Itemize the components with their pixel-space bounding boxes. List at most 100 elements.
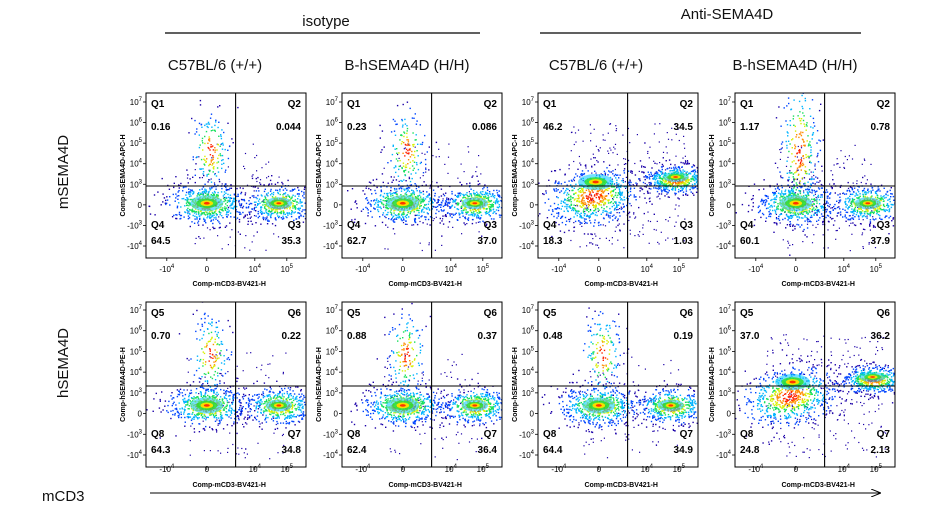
density-dot xyxy=(211,159,213,161)
density-dot xyxy=(776,207,778,210)
density-dot xyxy=(479,192,482,194)
density-dot xyxy=(800,211,803,213)
density-dot xyxy=(219,145,221,147)
sparse-dot xyxy=(825,202,827,204)
density-dot xyxy=(607,216,610,218)
density-dot xyxy=(171,216,174,218)
density-dot xyxy=(388,218,390,220)
density-dot xyxy=(303,193,305,195)
sparse-dot xyxy=(655,229,657,231)
density-dot xyxy=(806,172,808,175)
density-dot xyxy=(418,214,420,217)
density-dot xyxy=(580,202,583,205)
density-dot xyxy=(418,198,420,200)
density-dot xyxy=(203,163,205,165)
density-dot xyxy=(206,125,208,128)
density-dot xyxy=(439,204,441,206)
density-dot xyxy=(367,202,369,205)
density-dot xyxy=(744,173,745,174)
sparse-dot xyxy=(278,176,280,178)
sparse-dot xyxy=(684,155,686,157)
density-dot xyxy=(593,210,595,212)
density-dot xyxy=(407,163,409,165)
density-dot xyxy=(379,216,381,218)
density-dot xyxy=(247,220,250,223)
sparse-dot xyxy=(866,179,868,181)
density-dot xyxy=(801,224,803,226)
density-dot xyxy=(800,134,803,137)
density-dot xyxy=(217,157,219,160)
density-dot xyxy=(221,209,224,211)
density-dot xyxy=(600,204,602,206)
density-dot xyxy=(208,139,210,141)
sparse-dot xyxy=(570,131,573,134)
sparse-dot xyxy=(633,212,635,214)
sparse-dot xyxy=(639,196,641,198)
density-dot xyxy=(797,224,800,226)
sparse-dot xyxy=(477,221,479,223)
density-dot xyxy=(812,182,814,184)
density-dot xyxy=(459,216,461,219)
density-dot xyxy=(406,139,408,141)
density-dot xyxy=(415,172,417,174)
density-dot xyxy=(562,200,564,203)
density-dot xyxy=(795,171,797,173)
density-dot xyxy=(394,148,396,150)
density-dot xyxy=(799,166,801,168)
density-dot xyxy=(651,175,654,177)
density-dot xyxy=(653,174,655,176)
sparse-dot xyxy=(201,177,203,179)
density-dot xyxy=(390,195,392,197)
density-dot xyxy=(571,209,573,212)
density-dot xyxy=(439,217,441,220)
density-dot xyxy=(675,168,677,170)
density-dot xyxy=(418,209,420,212)
sparse-dot xyxy=(630,205,632,207)
density-dot xyxy=(617,194,619,196)
density-dot xyxy=(407,143,409,145)
density-dot xyxy=(504,198,505,199)
density-dot xyxy=(457,204,459,206)
density-dot xyxy=(623,185,625,188)
density-dot xyxy=(575,211,577,213)
density-dot xyxy=(308,203,309,204)
density-dot xyxy=(619,191,622,194)
density-dot xyxy=(582,211,585,213)
density-dot xyxy=(202,149,204,151)
density-dot xyxy=(400,187,402,189)
density-dot xyxy=(596,194,598,196)
density-dot xyxy=(674,181,676,183)
density-dot xyxy=(404,166,407,169)
sparse-dot xyxy=(834,220,836,222)
density-dot xyxy=(693,169,695,172)
density-dot xyxy=(404,155,406,157)
density-dot xyxy=(581,199,583,201)
density-dot xyxy=(492,209,494,211)
density-dot xyxy=(180,217,182,220)
density-dot xyxy=(276,211,279,214)
density-dot xyxy=(814,165,816,167)
density-dot xyxy=(405,166,408,168)
sparse-dot xyxy=(872,240,874,242)
density-dot xyxy=(655,171,657,173)
sparse-dot xyxy=(609,147,611,149)
sparse-dot xyxy=(653,228,655,231)
density-dot xyxy=(225,199,227,202)
sparse-dot xyxy=(857,206,859,209)
density-dot xyxy=(253,196,255,199)
density-dot xyxy=(216,167,219,169)
density-dot xyxy=(428,146,430,148)
density-dot xyxy=(702,183,703,184)
density-dot xyxy=(798,85,799,86)
density-dot xyxy=(675,183,677,185)
density-dot xyxy=(288,212,290,214)
density-dot xyxy=(677,171,679,173)
sparse-dot xyxy=(830,170,832,172)
density-dot xyxy=(398,165,400,168)
density-dot xyxy=(560,200,563,202)
density-dot xyxy=(422,193,425,195)
density-dot xyxy=(817,187,820,189)
sparse-dot xyxy=(476,166,478,168)
density-dot xyxy=(208,212,210,214)
density-dot xyxy=(408,195,410,197)
